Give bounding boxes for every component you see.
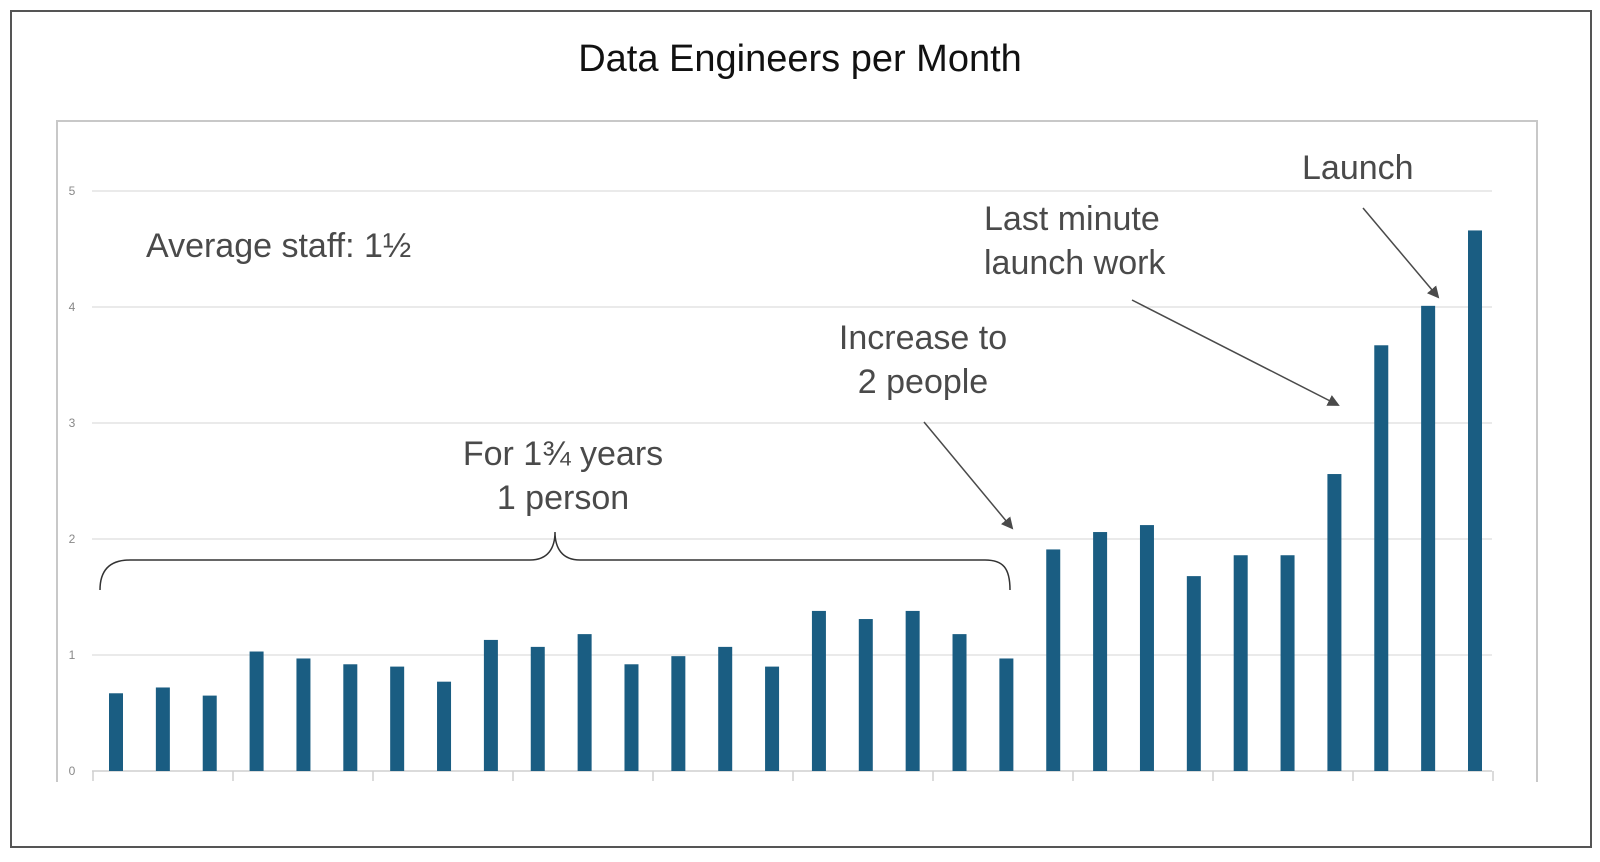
increase-label-line2: 2 people (857, 363, 989, 401)
average-staff-label: Average staff: 1½ (146, 227, 412, 265)
bar (811, 610, 826, 771)
bar (718, 646, 733, 771)
period-brace (99, 531, 1011, 591)
period-label: For 1¾ years 1 person (413, 432, 713, 520)
period-label-line2: 1 person (496, 479, 630, 517)
bar (858, 619, 873, 771)
bar (249, 651, 264, 771)
bar (999, 658, 1014, 771)
bar (483, 639, 498, 771)
bar (343, 664, 358, 771)
bar (624, 664, 639, 771)
bar (1280, 555, 1295, 771)
y-tick-label: 0 (69, 764, 76, 778)
period-label-line1: For 1¾ years (462, 435, 664, 473)
launch-arrow (1362, 207, 1440, 299)
bar (765, 666, 780, 771)
bar (1233, 555, 1248, 771)
bar (530, 646, 545, 771)
bar (109, 693, 123, 771)
launch-label: Launch (1302, 149, 1414, 187)
bar (296, 658, 311, 771)
increase-label: Increase to 2 people (793, 316, 1053, 404)
bar (390, 666, 405, 771)
chart-title: Data Engineers per Month (578, 38, 1022, 80)
bar (1046, 549, 1061, 771)
bar (671, 656, 686, 771)
bar (437, 681, 452, 771)
increase-arrow (923, 421, 1014, 530)
y-tick-label: 2 (69, 532, 76, 546)
last-minute-label: Last minute launch work (984, 197, 1165, 285)
bar (905, 610, 920, 771)
last-minute-label-line2: launch work (984, 244, 1166, 282)
bar (1186, 576, 1201, 771)
bar (577, 634, 592, 771)
last-minute-label-line1: Last minute (984, 200, 1160, 238)
y-tick-label: 4 (69, 300, 76, 314)
y-tick-label: 1 (69, 648, 76, 662)
bar (1093, 532, 1108, 771)
bar (155, 687, 170, 771)
plot-area (56, 120, 1538, 782)
bar (1139, 525, 1154, 771)
bar (1468, 230, 1482, 771)
y-tick-label: 3 (69, 416, 76, 430)
bar (1327, 474, 1342, 771)
y-tick-label: 5 (69, 184, 76, 198)
bar (952, 634, 967, 771)
bar (202, 695, 217, 771)
bar (1374, 345, 1389, 771)
bar (1421, 305, 1436, 771)
last-minute-arrow (1131, 299, 1340, 406)
increase-label-line1: Increase to (838, 319, 1008, 357)
